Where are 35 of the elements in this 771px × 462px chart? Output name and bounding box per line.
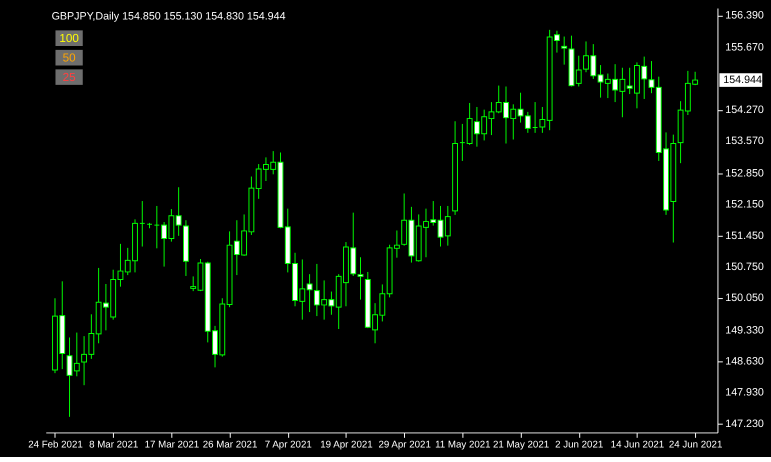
- x-tick-label: 29 Apr 2021: [378, 440, 431, 451]
- candlestick: [146, 222, 152, 229]
- x-tick-label: 14 Jun 2021: [610, 440, 664, 451]
- y-tick-label: 155.670: [725, 42, 764, 54]
- x-tick-label: 8 Mar 2021: [89, 440, 138, 451]
- x-tick-label: 7 Apr 2021: [264, 440, 312, 451]
- candlestick: [532, 102, 538, 134]
- x-tick-label: 21 May 2021: [492, 440, 550, 451]
- text: 154.944: [723, 74, 762, 86]
- candlestick: [358, 256, 364, 300]
- y-tick-label: 156.390: [725, 10, 764, 22]
- candlestick: [139, 200, 146, 248]
- y-tick-label: 152.850: [725, 167, 764, 180]
- y-tick-label: 147.230: [725, 418, 764, 430]
- annotation: 100: [59, 32, 80, 46]
- x-tick-label: 24 Jun 2021: [668, 440, 722, 451]
- x-tick-label: 26 Mar 2021: [202, 440, 258, 451]
- x-tick-label: 17 Mar 2021: [144, 440, 200, 451]
- y-tick-label: 150.750: [725, 260, 764, 273]
- y-tick-label: 148.630: [725, 355, 764, 368]
- x-tick-label: 19 Apr 2021: [320, 440, 373, 451]
- chart-title: GBPJPY,Daily 154.850 155.130 154.830 154.944: [52, 10, 286, 23]
- x-tick-label: 24 Feb 2021: [28, 440, 83, 451]
- y-tick-label: 154.270: [725, 104, 764, 116]
- x-tick-label: 2 Jun 2021: [555, 440, 604, 451]
- y-tick-label: 151.450: [725, 230, 764, 242]
- y-tick-label: 150.050: [725, 292, 764, 304]
- annotation: 25: [62, 71, 76, 84]
- y-tick-label: 153.570: [725, 135, 764, 148]
- y-tick-label: 147.930: [725, 386, 764, 399]
- y-tick-label: 152.150: [725, 198, 764, 211]
- y-tick-label: 149.330: [725, 324, 764, 336]
- candlestick: [561, 36, 568, 66]
- annotation: 50: [62, 52, 76, 65]
- x-tick-label: 11 May 2021: [435, 440, 491, 451]
